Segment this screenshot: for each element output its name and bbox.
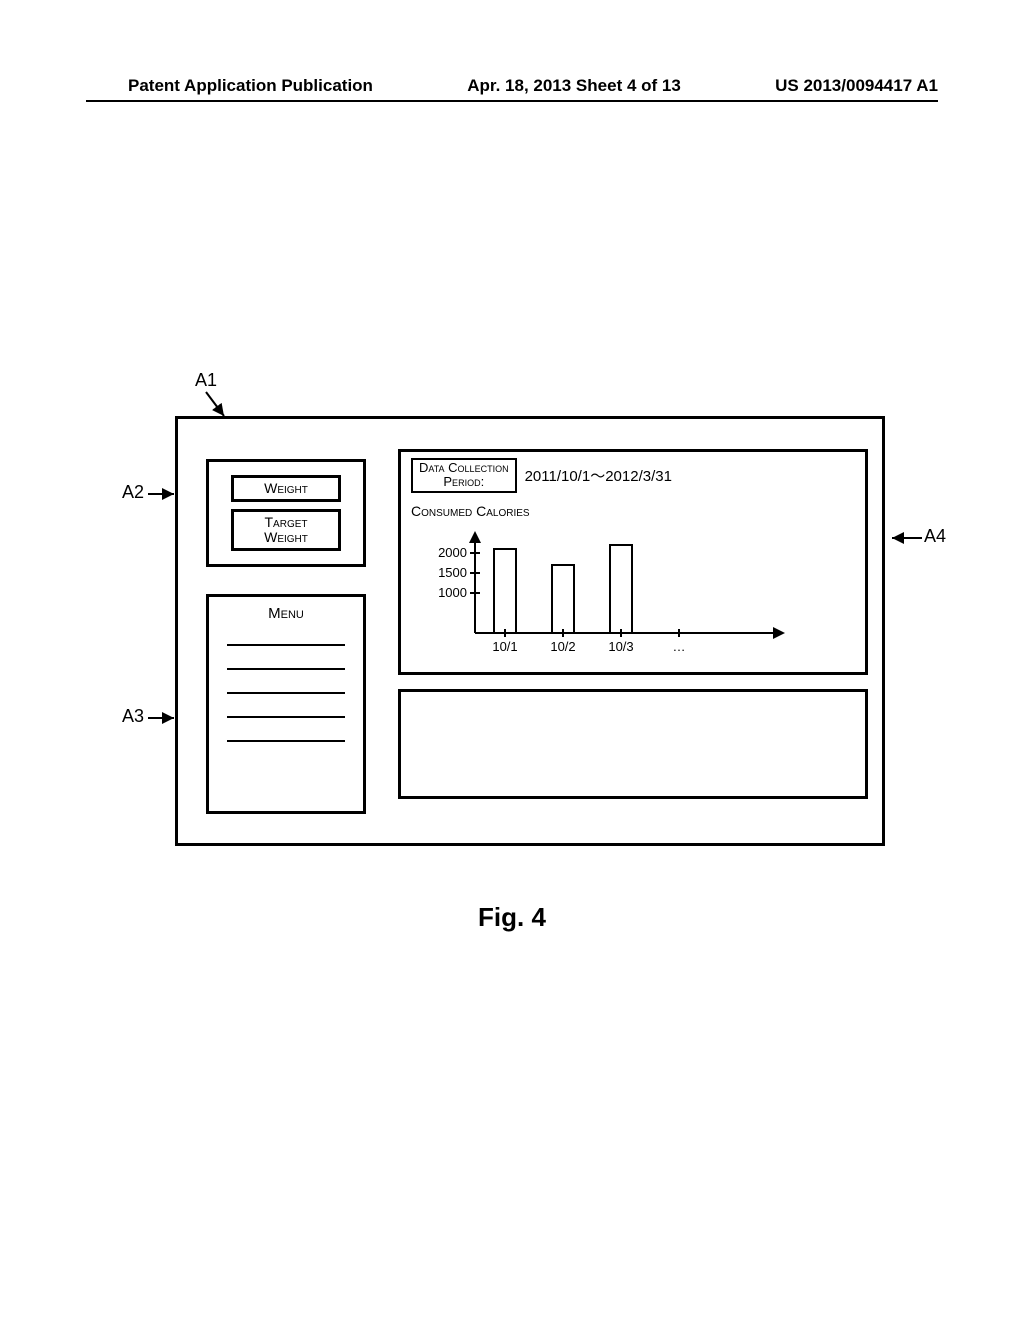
svg-text:10/3: 10/3 (608, 639, 633, 654)
callout-a3: A3 (122, 706, 144, 727)
period-label: Data Collection Period: (411, 458, 517, 493)
panel-empty (398, 689, 868, 799)
callout-a2: A2 (122, 482, 144, 503)
calorie-bar-chart: 1000 1500 2000 10/1 10/2 10/3 … (411, 521, 831, 661)
period-label-line2: Period: (443, 474, 484, 489)
header-left: Patent Application Publication (128, 76, 373, 96)
callout-a4: A4 (924, 526, 946, 547)
main-frame: Weight Target Weight Menu Data Collectio… (175, 416, 885, 846)
menu-item-line[interactable] (227, 692, 345, 694)
target-weight-button[interactable]: Target Weight (231, 509, 341, 552)
svg-text:2000: 2000 (438, 545, 467, 560)
header-center: Apr. 18, 2013 Sheet 4 of 13 (467, 76, 681, 96)
target-weight-label-line1: Target (265, 514, 308, 530)
target-weight-label-line2: Weight (264, 529, 308, 545)
menu-item-line[interactable] (227, 668, 345, 670)
panel-weight: Weight Target Weight (206, 459, 366, 567)
svg-text:1000: 1000 (438, 585, 467, 600)
header-right: US 2013/0094417 A1 (775, 76, 938, 96)
menu-item-line[interactable] (227, 740, 345, 742)
weight-button[interactable]: Weight (231, 475, 341, 502)
period-value: 2011/10/1～2012/3/31 (525, 465, 672, 486)
header-rule (86, 100, 938, 102)
panel-chart: Data Collection Period: 2011/10/1～2012/3… (398, 449, 868, 675)
panel-menu: Menu (206, 594, 366, 814)
menu-title: Menu (223, 605, 349, 622)
svg-text:1500: 1500 (438, 565, 467, 580)
svg-text:10/1: 10/1 (492, 639, 517, 654)
chart-title: Consumed Calories (411, 503, 855, 519)
menu-item-line[interactable] (227, 644, 345, 646)
svg-text:10/2: 10/2 (550, 639, 575, 654)
period-label-line1: Data Collection (419, 460, 509, 475)
arrow-a4 (886, 530, 926, 550)
period-row: Data Collection Period: 2011/10/1～2012/3… (411, 458, 855, 493)
menu-item-line[interactable] (227, 716, 345, 718)
svg-text:…: … (673, 639, 686, 654)
figure-caption: Fig. 4 (0, 902, 1024, 933)
page-header: Patent Application Publication Apr. 18, … (0, 76, 1024, 96)
